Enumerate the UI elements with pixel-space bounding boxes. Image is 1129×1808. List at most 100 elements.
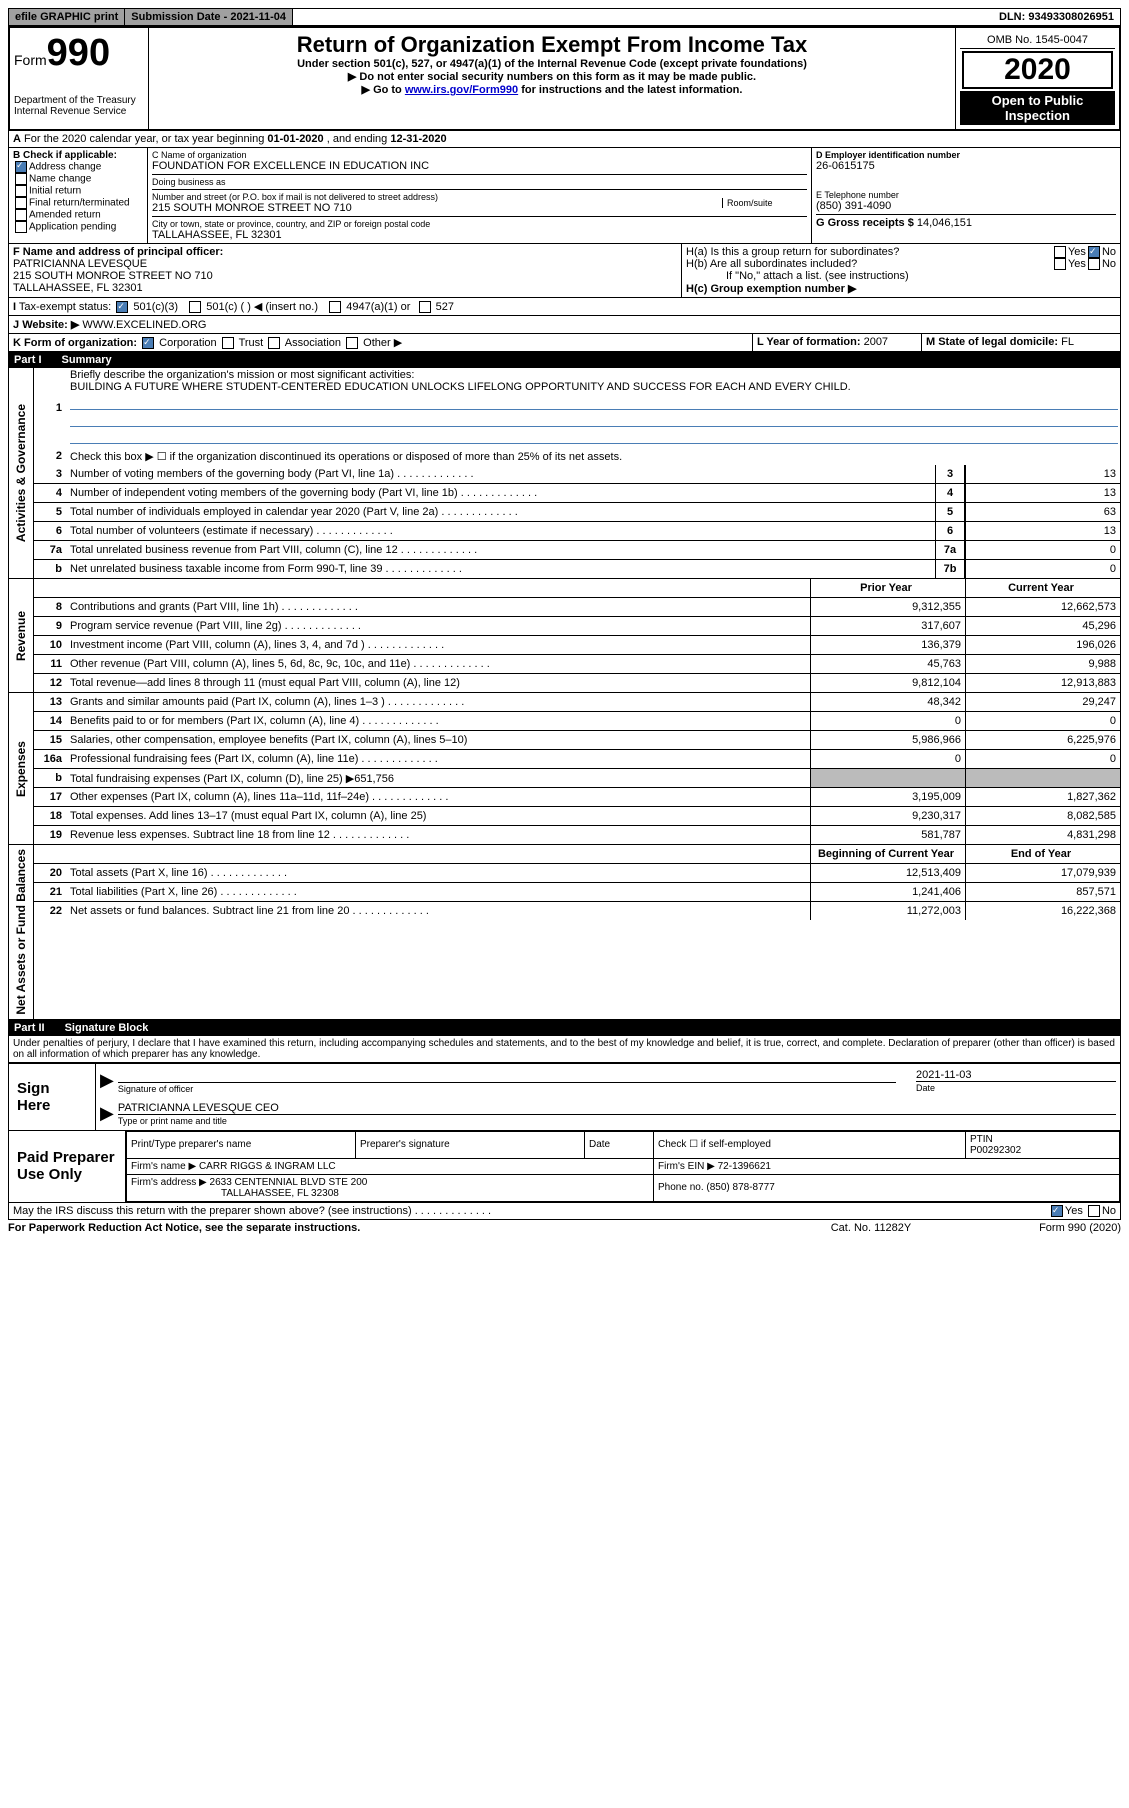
l12-text: Total revenue—add lines 8 through 11 (mu… xyxy=(68,676,810,690)
l4-text: Number of independent voting members of … xyxy=(68,486,935,500)
check-self-employed: Check ☐ if self-employed xyxy=(654,1131,966,1158)
l17-prior: 3,195,009 xyxy=(810,788,965,806)
l12-prior: 9,812,104 xyxy=(810,674,965,692)
l3-val: 13 xyxy=(965,465,1120,483)
part1-header: Part I Summary xyxy=(8,352,1121,368)
box-m-label: M State of legal domicile: xyxy=(926,336,1058,348)
l2-text: Check this box ▶ ☐ if the organization d… xyxy=(68,449,1120,464)
title-col: Return of Organization Exempt From Incom… xyxy=(149,28,956,129)
opt-4947: 4947(a)(1) or xyxy=(346,301,410,313)
l18-prior: 9,230,317 xyxy=(810,807,965,825)
efile-print-button[interactable]: efile GRAPHIC print xyxy=(9,9,125,25)
discuss-no-check[interactable] xyxy=(1088,1205,1100,1217)
hb-yes-check[interactable] xyxy=(1054,258,1066,270)
part1-label: Part I xyxy=(14,354,62,366)
city-label: City or town, state or province, country… xyxy=(152,219,807,229)
tax-year: 2020 xyxy=(962,51,1113,89)
check-amended[interactable] xyxy=(15,209,27,221)
hb-no-check[interactable] xyxy=(1088,258,1100,270)
website-row: J Website: ▶ WWW.EXCELINED.ORG xyxy=(8,316,1121,334)
expenses-block: Expenses 13Grants and similar amounts pa… xyxy=(8,693,1121,845)
check-app-pending[interactable] xyxy=(15,221,27,233)
ha-yes-check[interactable] xyxy=(1054,246,1066,258)
form-word: Form xyxy=(14,52,47,68)
l7b-text: Net unrelated business taxable income fr… xyxy=(68,562,935,576)
discuss-no: No xyxy=(1102,1205,1116,1217)
check-final-return[interactable] xyxy=(15,197,27,209)
ptin-label: PTIN xyxy=(970,1134,993,1145)
officer-addr2: TALLAHASSEE, FL 32301 xyxy=(13,282,677,294)
gross-receipts-label: G Gross receipts $ xyxy=(816,217,914,229)
cat-number: Cat. No. 11282Y xyxy=(771,1222,971,1234)
website-value: WWW.EXCELINED.ORG xyxy=(82,319,206,331)
check-other[interactable] xyxy=(346,337,358,349)
l17-curr: 1,827,362 xyxy=(965,788,1120,806)
tax-year-end: 12-31-2020 xyxy=(390,133,446,145)
irs-link[interactable]: www.irs.gov/Form990 xyxy=(405,84,518,96)
firm-phone: (850) 878-8777 xyxy=(706,1182,774,1193)
check-address-change[interactable] xyxy=(15,161,27,173)
line-a-mid: , and ending xyxy=(327,133,391,145)
l8-prior: 9,312,355 xyxy=(810,598,965,616)
l13-curr: 29,247 xyxy=(965,693,1120,711)
prep-sig-label: Preparer's signature xyxy=(356,1131,585,1158)
l8-text: Contributions and grants (Part VIII, lin… xyxy=(68,600,810,614)
check-527[interactable] xyxy=(419,301,431,313)
penalty-text: Under penalties of perjury, I declare th… xyxy=(8,1036,1121,1063)
submission-date-field: Submission Date - 2021-11-04 xyxy=(125,9,293,25)
opt-final-return: Final return/terminated xyxy=(29,198,130,209)
l16b-val: 651,756 xyxy=(354,773,394,785)
hb-note: If "No," attach a list. (see instruction… xyxy=(686,270,1116,282)
officer-group-block: F Name and address of principal officer:… xyxy=(8,244,1121,298)
firm-addr: 2633 CENTENNIAL BLVD STE 200 xyxy=(210,1177,368,1188)
hb-yes: Yes xyxy=(1068,258,1086,270)
l9-text: Program service revenue (Part VIII, line… xyxy=(68,619,810,633)
check-501c[interactable] xyxy=(189,301,201,313)
check-initial-return[interactable] xyxy=(15,185,27,197)
ha-no: No xyxy=(1102,246,1116,258)
box-b-label: B Check if applicable: xyxy=(13,150,143,161)
subtitle-2: Do not enter social security numbers on … xyxy=(153,70,951,83)
check-name-change[interactable] xyxy=(15,173,27,185)
l3-text: Number of voting members of the governin… xyxy=(68,467,935,481)
firm-city: TALLAHASSEE, FL 32308 xyxy=(131,1188,339,1199)
ha-yes: Yes xyxy=(1068,246,1086,258)
l4-val: 13 xyxy=(965,484,1120,502)
part1-title: Summary xyxy=(62,354,112,366)
part2-title: Signature Block xyxy=(65,1022,149,1034)
discuss-yes-check[interactable] xyxy=(1051,1205,1063,1217)
l22-begin: 11,272,003 xyxy=(810,902,965,920)
org-name-label: C Name of organization xyxy=(152,150,807,160)
opt-trust: Trust xyxy=(239,337,264,349)
l16a-curr: 0 xyxy=(965,750,1120,768)
check-corp[interactable] xyxy=(142,337,154,349)
l20-end: 17,079,939 xyxy=(965,864,1120,882)
ha-no-check[interactable] xyxy=(1088,246,1100,258)
form-id-col: Form990 Department of the Treasury Inter… xyxy=(10,28,149,129)
l13-prior: 48,342 xyxy=(810,693,965,711)
l6-text: Total number of volunteers (estimate if … xyxy=(68,524,935,538)
l20-begin: 12,513,409 xyxy=(810,864,965,882)
check-trust[interactable] xyxy=(222,337,234,349)
officer-label: F Name and address of principal officer: xyxy=(13,246,677,258)
l15-curr: 6,225,976 xyxy=(965,731,1120,749)
check-assoc[interactable] xyxy=(268,337,280,349)
l18-text: Total expenses. Add lines 13–17 (must eq… xyxy=(68,809,810,823)
opt-initial-return: Initial return xyxy=(29,186,81,197)
officer-name: PATRICIANNA LEVESQUE xyxy=(13,258,677,270)
dln-field: DLN: 93493308026951 xyxy=(993,9,1120,25)
submission-date-value: 2021-11-04 xyxy=(230,11,286,23)
l11-prior: 45,763 xyxy=(810,655,965,673)
box-d-e-g: D Employer identification number 26-0615… xyxy=(812,148,1120,243)
paid-preparer-block: Paid Preparer Use Only Print/Type prepar… xyxy=(8,1131,1121,1203)
check-4947[interactable] xyxy=(329,301,341,313)
opt-other: Other ▶ xyxy=(363,337,402,349)
l16b-grey1 xyxy=(810,769,965,787)
arrow-icon-2: ▶ xyxy=(100,1103,114,1124)
sig-date: 2021-11-03 xyxy=(916,1069,1116,1081)
l17-text: Other expenses (Part IX, column (A), lin… xyxy=(68,790,810,804)
sig-date-label: Date xyxy=(916,1081,1116,1093)
check-501c3[interactable] xyxy=(116,301,128,313)
l7a-val: 0 xyxy=(965,541,1120,559)
org-name: FOUNDATION FOR EXCELLENCE IN EDUCATION I… xyxy=(152,160,807,172)
